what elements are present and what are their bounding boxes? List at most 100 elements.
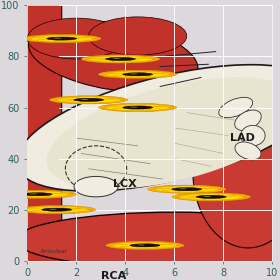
Ellipse shape — [102, 108, 138, 111]
Ellipse shape — [162, 186, 195, 188]
Text: RCA: RCA — [101, 271, 126, 280]
Ellipse shape — [65, 209, 89, 212]
Ellipse shape — [151, 189, 187, 193]
Ellipse shape — [113, 104, 146, 107]
Ellipse shape — [120, 242, 154, 244]
Ellipse shape — [219, 194, 243, 198]
Ellipse shape — [178, 190, 212, 193]
Ellipse shape — [120, 246, 154, 249]
Ellipse shape — [16, 190, 59, 193]
Ellipse shape — [35, 211, 78, 214]
Ellipse shape — [53, 96, 89, 100]
Ellipse shape — [109, 245, 145, 249]
Circle shape — [113, 58, 120, 59]
Ellipse shape — [165, 190, 208, 193]
Ellipse shape — [129, 58, 153, 62]
Bar — [57, 31, 179, 62]
Ellipse shape — [88, 58, 113, 62]
Ellipse shape — [35, 206, 78, 208]
Ellipse shape — [74, 176, 118, 197]
Ellipse shape — [136, 242, 170, 244]
Circle shape — [54, 38, 62, 39]
Ellipse shape — [153, 244, 177, 248]
Ellipse shape — [146, 105, 170, 108]
Ellipse shape — [145, 245, 181, 249]
Ellipse shape — [69, 207, 96, 212]
Ellipse shape — [97, 99, 121, 102]
Ellipse shape — [28, 21, 198, 92]
Ellipse shape — [67, 96, 110, 99]
Ellipse shape — [106, 72, 130, 75]
Ellipse shape — [102, 104, 138, 108]
Ellipse shape — [102, 74, 138, 78]
Circle shape — [29, 193, 37, 194]
Ellipse shape — [73, 36, 101, 41]
Ellipse shape — [32, 206, 65, 209]
Ellipse shape — [175, 197, 211, 200]
Ellipse shape — [80, 97, 114, 99]
Ellipse shape — [120, 59, 157, 63]
Ellipse shape — [25, 35, 62, 39]
Ellipse shape — [153, 243, 177, 246]
Ellipse shape — [172, 195, 199, 199]
Ellipse shape — [157, 243, 184, 248]
Ellipse shape — [45, 192, 69, 195]
Text: Amiulaar: Amiulaar — [40, 249, 68, 254]
Ellipse shape — [16, 195, 59, 199]
Ellipse shape — [101, 98, 128, 102]
Ellipse shape — [150, 105, 177, 110]
Ellipse shape — [129, 56, 153, 60]
Ellipse shape — [165, 185, 208, 188]
Ellipse shape — [151, 185, 187, 189]
Ellipse shape — [57, 97, 81, 101]
Ellipse shape — [162, 190, 195, 193]
Ellipse shape — [116, 109, 159, 112]
Ellipse shape — [113, 243, 137, 246]
Circle shape — [49, 209, 57, 210]
Ellipse shape — [62, 39, 98, 42]
Ellipse shape — [67, 101, 110, 104]
Ellipse shape — [37, 191, 73, 194]
Ellipse shape — [97, 97, 121, 101]
Ellipse shape — [195, 188, 219, 192]
Ellipse shape — [179, 196, 203, 199]
Ellipse shape — [45, 193, 69, 197]
Ellipse shape — [47, 77, 280, 189]
Ellipse shape — [138, 74, 174, 78]
Ellipse shape — [5, 193, 29, 197]
Ellipse shape — [129, 71, 163, 73]
Ellipse shape — [53, 35, 87, 38]
Ellipse shape — [5, 192, 29, 195]
Circle shape — [179, 188, 187, 189]
Ellipse shape — [116, 76, 159, 78]
Ellipse shape — [48, 211, 82, 213]
Ellipse shape — [1, 191, 37, 194]
Ellipse shape — [30, 36, 54, 39]
Ellipse shape — [32, 211, 65, 213]
Ellipse shape — [106, 73, 130, 77]
Ellipse shape — [62, 35, 98, 39]
Circle shape — [47, 37, 77, 40]
Circle shape — [81, 99, 89, 100]
Ellipse shape — [29, 195, 62, 198]
Ellipse shape — [99, 72, 126, 76]
Circle shape — [123, 73, 153, 76]
Ellipse shape — [0, 192, 25, 197]
Circle shape — [130, 244, 160, 247]
Circle shape — [42, 208, 72, 211]
Ellipse shape — [113, 244, 137, 248]
Ellipse shape — [89, 100, 125, 104]
Ellipse shape — [211, 197, 247, 200]
Ellipse shape — [145, 242, 181, 245]
Ellipse shape — [40, 40, 83, 43]
Ellipse shape — [175, 193, 211, 197]
Ellipse shape — [21, 206, 57, 210]
Ellipse shape — [65, 207, 89, 211]
Ellipse shape — [18, 207, 45, 212]
Ellipse shape — [120, 55, 157, 59]
Ellipse shape — [16, 65, 280, 191]
Ellipse shape — [235, 142, 261, 160]
Ellipse shape — [70, 38, 94, 41]
Ellipse shape — [138, 104, 174, 108]
Ellipse shape — [12, 191, 46, 193]
